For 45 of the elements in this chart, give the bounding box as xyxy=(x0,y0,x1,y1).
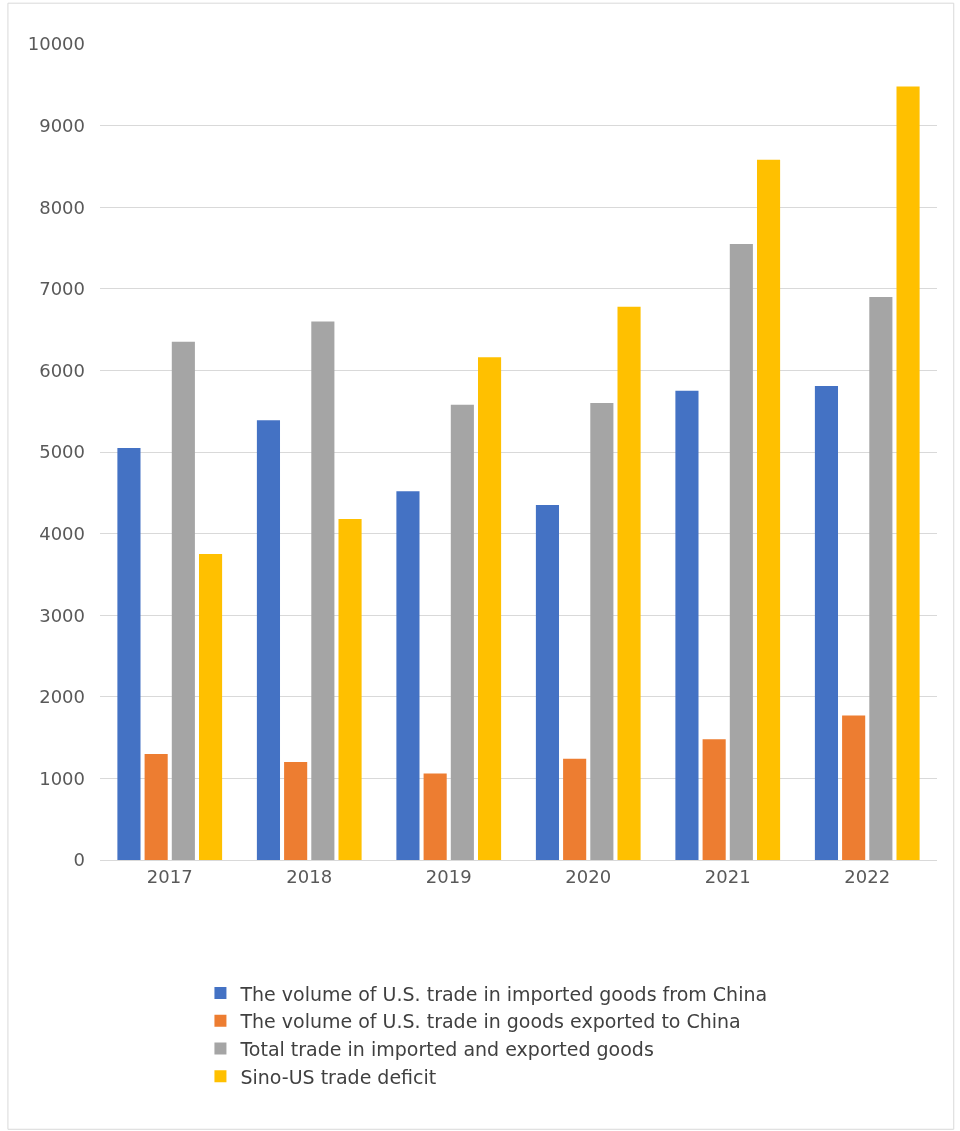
bar xyxy=(144,753,168,860)
y-tick-label: 1000 xyxy=(39,767,85,789)
bar xyxy=(198,554,223,860)
legend-label: Sino-US trade deficit xyxy=(240,1065,437,1088)
legend-label: Total trade in imported and exported goods xyxy=(239,1037,654,1060)
bar xyxy=(396,491,420,860)
y-tick-label: 6000 xyxy=(39,359,85,381)
bar xyxy=(563,758,587,860)
bar xyxy=(869,296,893,860)
bar xyxy=(842,715,866,860)
legend-label: The volume of U.S. trade in imported goods from China xyxy=(239,982,768,1005)
bar xyxy=(896,86,920,860)
x-tick-label: 2020 xyxy=(565,865,612,887)
bar xyxy=(814,385,839,860)
bar xyxy=(256,420,281,860)
bar xyxy=(171,341,195,860)
x-tick-label: 2022 xyxy=(844,865,891,887)
y-tick-label: 3000 xyxy=(39,604,85,626)
y-tick-label: 7000 xyxy=(39,278,85,300)
bar xyxy=(617,306,641,860)
legend-label: The volume of U.S. trade in goods exported to China xyxy=(239,1010,741,1033)
x-tick-label: 2019 xyxy=(425,865,472,887)
y-tick-label: 5000 xyxy=(39,441,85,463)
y-tick-label: 10000 xyxy=(27,33,85,55)
bar xyxy=(311,321,335,860)
bar xyxy=(729,243,753,860)
y-tick-label: 0 xyxy=(73,849,85,871)
bar xyxy=(338,518,362,860)
x-tick-label: 2017 xyxy=(146,865,193,887)
bar xyxy=(477,357,502,860)
bar xyxy=(702,739,726,860)
y-tick-label: 4000 xyxy=(39,522,85,544)
bar xyxy=(756,159,781,860)
bar xyxy=(450,404,474,860)
y-tick-label: 9000 xyxy=(39,114,85,136)
y-tick-label: 2000 xyxy=(39,686,85,708)
bar xyxy=(117,447,141,860)
bar xyxy=(675,390,699,860)
bar xyxy=(423,773,447,860)
bar xyxy=(535,505,560,860)
bar xyxy=(284,762,308,860)
y-tick-label: 8000 xyxy=(39,196,85,218)
bar xyxy=(590,403,614,860)
x-tick-label: 2021 xyxy=(704,865,751,887)
x-tick-label: 2018 xyxy=(286,865,333,887)
